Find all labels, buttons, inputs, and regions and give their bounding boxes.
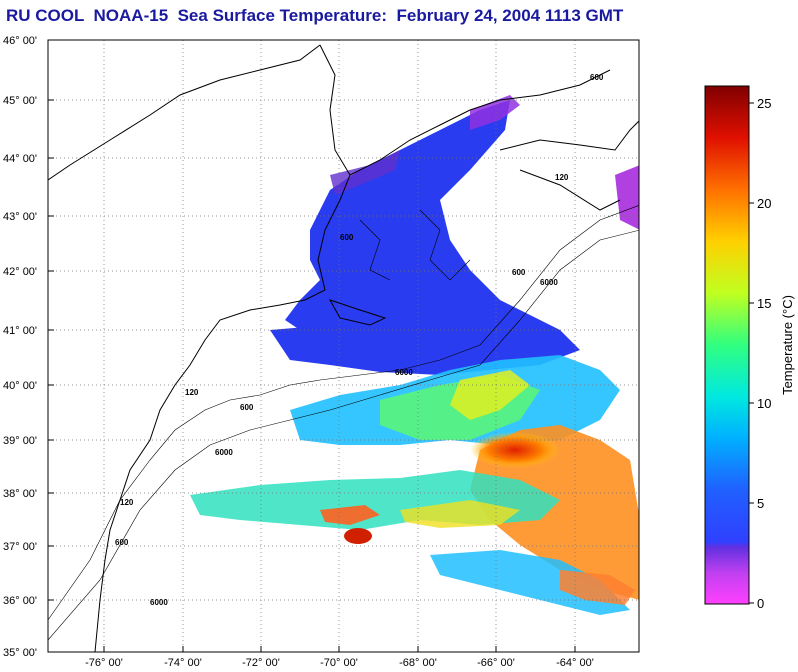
sst-south-warm-patch	[320, 505, 380, 525]
sst-southeast-patch	[430, 550, 630, 615]
lat-label: 42° 00'	[3, 266, 37, 278]
sst-cold-fringe	[470, 95, 520, 130]
colorbar-tick: 20	[757, 196, 771, 211]
isobaths	[48, 205, 639, 641]
lat-label: 35° 00'	[3, 647, 37, 659]
lon-label: -74° 00'	[164, 657, 202, 669]
lat-label: 46° 00'	[3, 35, 37, 47]
lon-label: -72° 00'	[242, 657, 280, 669]
isobath-labels: 6000 600 6000 600 600 6000 120 120 600 6…	[115, 73, 604, 607]
sst-shelf-water	[270, 310, 580, 375]
lat-label: 44° 00'	[3, 153, 37, 165]
sst-map: 6000 600 6000 600 600 6000 120 120 600 6…	[48, 40, 639, 652]
isobath-label: 600	[240, 403, 254, 412]
lat-label: 39° 00'	[3, 435, 37, 447]
lon-label: -76° 00'	[85, 657, 123, 669]
isobath-label: 120	[555, 173, 569, 182]
lat-label: 38° 00'	[3, 488, 37, 500]
sst-south-yellow	[400, 500, 520, 528]
sst-yellow-band	[450, 370, 530, 420]
axis-ticks	[48, 39, 576, 653]
sst-warm-core	[470, 432, 560, 468]
sst-cold-fringe-east	[615, 165, 639, 230]
graticule	[48, 40, 639, 652]
isobath-label: 600	[340, 233, 354, 242]
lat-label: 36° 00'	[3, 595, 37, 607]
colorbar-tick: 5	[757, 496, 764, 511]
lon-label: -70° 00'	[320, 657, 358, 669]
colorbar-tick: 0	[757, 596, 764, 611]
colorbar-label: Temperature (°C)	[780, 295, 795, 395]
isobath-label: 600	[590, 73, 604, 82]
colorbar-tick: 25	[757, 96, 771, 111]
lat-label: 41° 00'	[3, 325, 37, 337]
isobath-label: 6000	[540, 278, 558, 287]
lat-label: 45° 00'	[3, 95, 37, 107]
colorbar-tick: 10	[757, 396, 771, 411]
isobath-label: 6000	[150, 598, 168, 607]
isobath-label: 120	[185, 388, 199, 397]
colorbar-gradient	[704, 85, 750, 605]
sst-gulf-of-maine	[285, 100, 520, 355]
lon-label: -64° 00'	[556, 657, 594, 669]
lat-label: 40° 00'	[3, 380, 37, 392]
lat-label: 37° 00'	[3, 541, 37, 553]
isobath-label: 6000	[215, 448, 233, 457]
sst-gulf-stream	[470, 425, 639, 600]
isobath-label: 600	[512, 268, 526, 277]
lat-label: 43° 00'	[3, 211, 37, 223]
sst-cold-fringe-coast	[330, 150, 400, 195]
isobath-label: 600	[115, 538, 129, 547]
longitude-labels: -76° 00' -74° 00' -72° 00' -70° 00' -68°…	[85, 657, 594, 669]
map-frame	[47, 39, 640, 653]
sst-south-hot-spot	[344, 528, 372, 544]
map-title: RU COOL NOAA-15 Sea Surface Temperature:…	[6, 6, 624, 25]
colorbar-tick: 15	[757, 296, 771, 311]
lon-label: -66° 00'	[477, 657, 515, 669]
sst-southeast-warm	[560, 570, 635, 605]
lon-label: -68° 00'	[399, 657, 437, 669]
colorbar: 25 20 15 10 5 0 Temperature (°C)	[704, 85, 795, 611]
coastline	[48, 44, 639, 652]
isobath-label: 6000	[395, 368, 413, 377]
latitude-labels: 46° 00' 45° 00' 44° 00' 43° 00' 42° 00' …	[3, 35, 37, 659]
isobath-label: 120	[120, 498, 134, 507]
